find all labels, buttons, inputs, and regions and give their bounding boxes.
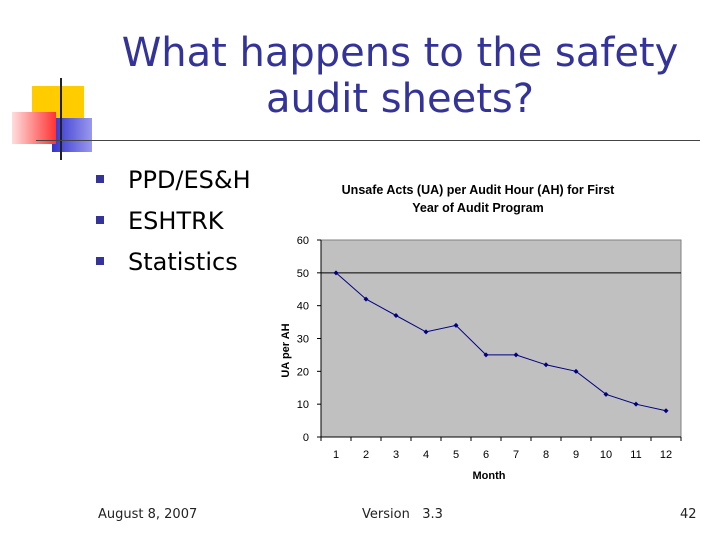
chart-title-line-2: Year of Audit Program xyxy=(412,201,544,215)
y-tick-label: 30 xyxy=(297,334,309,346)
bullet-item: ESHTRK xyxy=(96,205,251,246)
bullet-text: Statistics xyxy=(128,248,238,276)
data-point xyxy=(453,322,459,328)
y-tick-label: 0 xyxy=(303,432,309,444)
x-tick-label: 11 xyxy=(630,449,641,461)
square-bullet-icon xyxy=(96,257,104,265)
x-tick-label: 4 xyxy=(423,449,429,461)
x-tick-label: 7 xyxy=(513,449,519,461)
bullet-text: PPD/ES&H xyxy=(128,166,251,194)
x-tick-label: 12 xyxy=(660,449,672,461)
x-tick-label: 9 xyxy=(573,449,579,461)
y-tick-label: 60 xyxy=(297,235,309,247)
data-point xyxy=(363,296,369,302)
data-point xyxy=(393,313,399,319)
footer-version: Version 3.3 xyxy=(362,507,443,522)
y-tick-label: 40 xyxy=(297,301,309,313)
x-tick-label: 8 xyxy=(543,449,549,461)
x-tick-label: 1 xyxy=(333,449,339,461)
deco-red-square xyxy=(12,112,56,144)
plot-area xyxy=(320,239,682,438)
data-point xyxy=(513,352,519,358)
x-tick-label: 5 xyxy=(453,449,459,461)
square-bullet-icon xyxy=(96,216,104,224)
deco-blue-square xyxy=(52,118,92,152)
x-tick-label: 3 xyxy=(393,449,399,461)
data-point xyxy=(333,270,339,276)
square-bullet-icon xyxy=(96,175,104,183)
data-point xyxy=(573,368,579,374)
y-tick-label: 10 xyxy=(297,399,309,411)
data-point xyxy=(603,391,609,397)
line-chart: Unsafe Acts (UA) per Audit Hour (AH) for… xyxy=(280,183,682,482)
x-tick-label: 10 xyxy=(600,449,612,461)
x-tick-label: 2 xyxy=(363,449,369,461)
footer-date: August 8, 2007 xyxy=(98,507,198,522)
bullet-list: PPD/ES&H ESHTRK Statistics xyxy=(96,164,251,287)
data-point xyxy=(423,329,429,335)
slide-title: What happens to the safety audit sheets? xyxy=(121,30,679,122)
bullet-item: PPD/ES&H xyxy=(96,164,251,205)
y-tick-label: 50 xyxy=(297,268,309,280)
page-number: 42 xyxy=(680,507,697,522)
bullet-item: Statistics xyxy=(96,246,251,287)
x-axis-label: Month xyxy=(473,470,506,482)
data-point xyxy=(633,401,639,407)
data-point xyxy=(543,362,549,368)
deco-vertical-line xyxy=(60,78,62,160)
x-tick-label: 6 xyxy=(483,449,489,461)
bullet-text: ESHTRK xyxy=(128,207,224,235)
y-axis-label: UA per AH xyxy=(280,323,292,377)
series-line xyxy=(335,272,667,412)
deco-horizontal-line xyxy=(36,140,700,141)
chart-title-line-1: Unsafe Acts (UA) per Audit Hour (AH) for… xyxy=(342,183,616,197)
y-tick-label: 20 xyxy=(297,366,309,378)
data-point xyxy=(663,408,669,414)
data-point xyxy=(483,352,489,358)
